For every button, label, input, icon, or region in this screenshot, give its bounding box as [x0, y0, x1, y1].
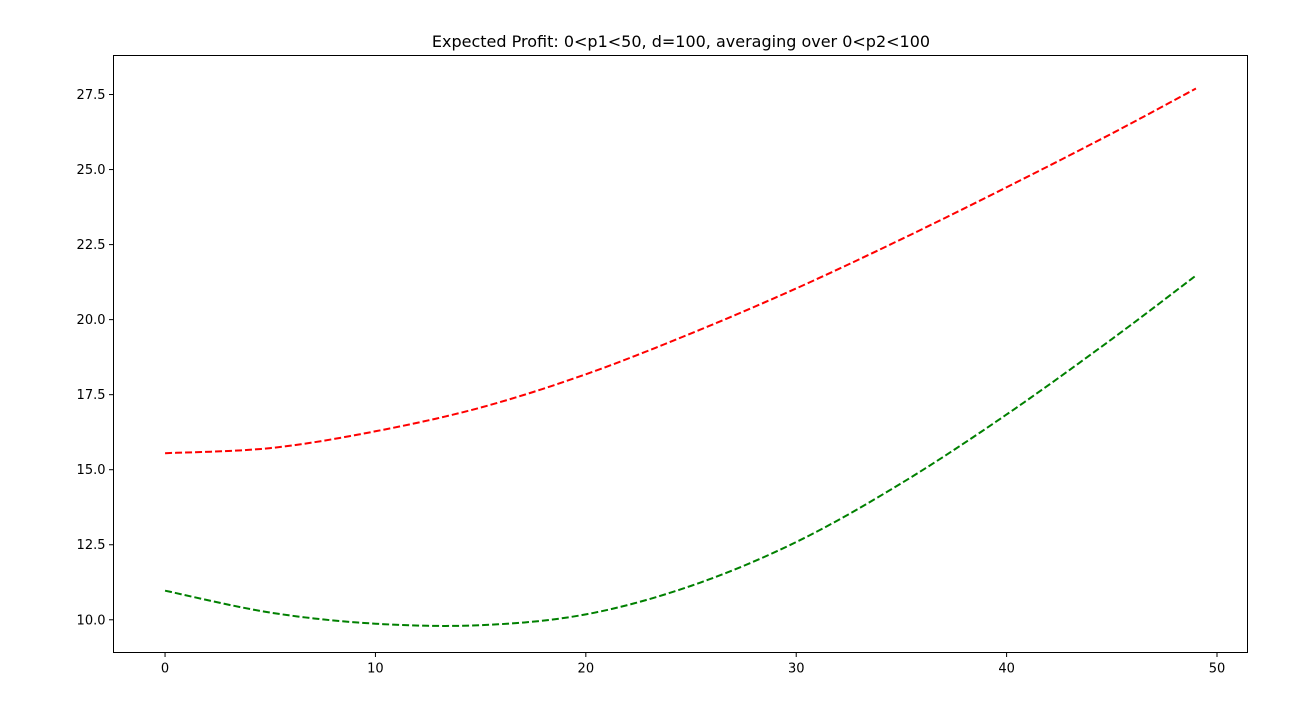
plot-area [113, 55, 1248, 653]
series-line-1 [165, 87, 1197, 455]
x-tick-label: 40 [998, 662, 1015, 677]
x-tick-label: 30 [788, 662, 805, 677]
x-tick-label: 0 [161, 662, 169, 677]
y-tick-label: 15.0 [77, 463, 106, 478]
series-line-2 [164, 274, 1197, 627]
y-tick-label: 10.0 [77, 613, 106, 628]
x-tick-label: 10 [367, 662, 384, 677]
y-tick-label: 12.5 [77, 538, 106, 553]
y-tick-label: 17.5 [77, 388, 106, 403]
y-tick-label: 20.0 [77, 313, 106, 328]
x-axis: 0 10 20 30 40 50 [161, 652, 1226, 677]
y-tick-label: 22.5 [77, 238, 106, 253]
x-tick-label: 20 [578, 662, 595, 677]
x-tick-label: 50 [1209, 662, 1226, 677]
axes-frame [113, 55, 1248, 653]
y-axis: 10.0 12.5 15.0 17.5 20.0 22.5 25.0 27.5 [77, 88, 114, 628]
y-tick-label: 25.0 [77, 163, 106, 178]
y-tick-label: 27.5 [77, 88, 106, 103]
series-layer [164, 87, 1197, 627]
chart-title: Expected Profit: 0<p1<50, d=100, averagi… [432, 32, 930, 51]
